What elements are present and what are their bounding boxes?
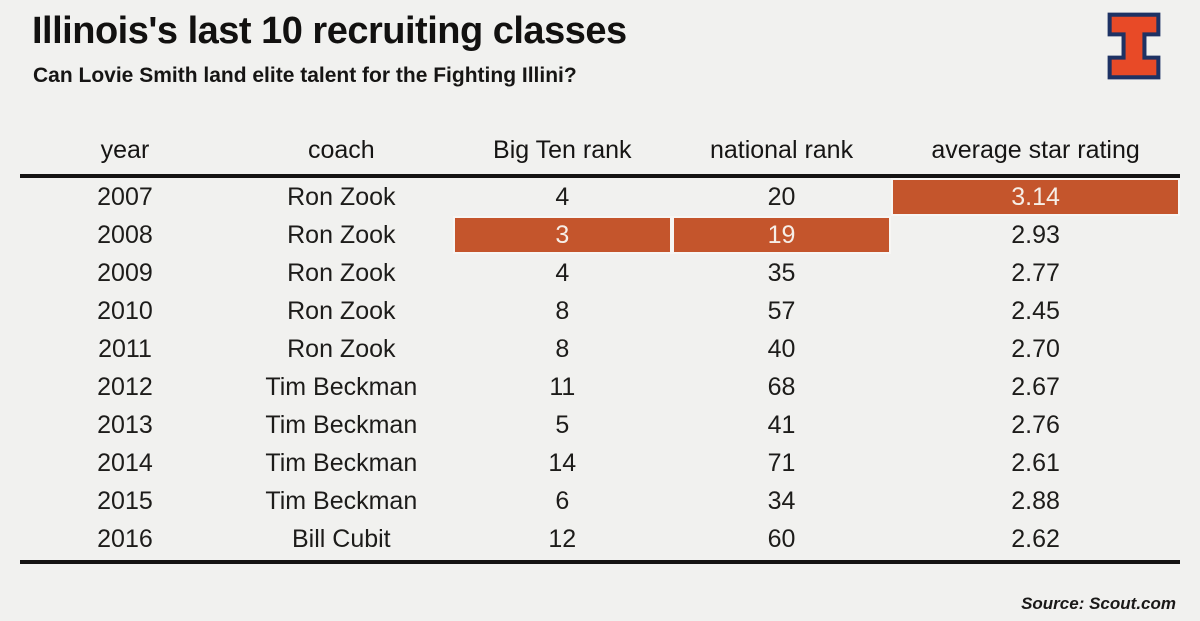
cell-coach: Tim Beckman xyxy=(265,486,418,515)
cell-avg-star-rating: 2.70 xyxy=(1011,334,1060,363)
table-row: 2010 Ron Zook 8 57 2.45 xyxy=(20,292,1180,330)
cell-year: 2009 xyxy=(97,258,153,287)
cell-national-rank: 20 xyxy=(767,182,796,211)
cell-year: 2015 xyxy=(97,486,153,515)
table-row: 2008 Ron Zook 3 19 2.93 xyxy=(20,216,1180,254)
column-header-coach: coach xyxy=(229,136,453,178)
cell-coach: Bill Cubit xyxy=(291,524,391,553)
cell-avg-star-rating: 2.76 xyxy=(1011,410,1060,439)
cell-avg-star-rating: 2.88 xyxy=(1011,486,1060,515)
cell-year: 2016 xyxy=(97,524,153,553)
cell-national-rank: 19 xyxy=(671,216,892,254)
table-body: 2007 Ron Zook 4 20 3.14 2008 Ron Zook 3 19 2.93 20… xyxy=(20,178,1180,558)
cell-big-ten-rank: 4 xyxy=(555,182,570,211)
column-header-year: year xyxy=(20,136,230,178)
cell-national-rank: 34 xyxy=(767,486,796,515)
cell-big-ten-rank: 6 xyxy=(555,486,570,515)
recruiting-table: year coach Big Ten rank national rank av… xyxy=(20,136,1180,558)
recruiting-table-wrapper: year coach Big Ten rank national rank av… xyxy=(20,136,1180,564)
cell-coach: Tim Beckman xyxy=(265,372,418,401)
cell-national-rank: 40 xyxy=(767,334,796,363)
column-header-avg-star-rating: average star rating xyxy=(891,136,1180,178)
table-row: 2013 Tim Beckman 5 41 2.76 xyxy=(20,406,1180,444)
cell-national-rank: 41 xyxy=(767,410,796,439)
cell-national-rank: 60 xyxy=(767,524,796,553)
cell-coach: Ron Zook xyxy=(287,220,396,249)
table-row: 2015 Tim Beckman 6 34 2.88 xyxy=(20,482,1180,520)
cell-avg-star-rating: 2.45 xyxy=(1011,296,1060,325)
cell-big-ten-rank: 8 xyxy=(555,334,570,363)
cell-national-rank: 71 xyxy=(767,448,796,477)
cell-year: 2011 xyxy=(98,334,152,363)
table-bottom-rule xyxy=(20,560,1180,564)
table-row: 2012 Tim Beckman 11 68 2.67 xyxy=(20,368,1180,406)
cell-big-ten-rank: 12 xyxy=(548,524,577,553)
cell-year: 2007 xyxy=(97,182,153,211)
cell-national-rank: 68 xyxy=(767,372,796,401)
cell-coach: Ron Zook xyxy=(287,296,396,325)
table-header: year coach Big Ten rank national rank av… xyxy=(20,136,1180,178)
cell-year: 2014 xyxy=(97,448,153,477)
cell-big-ten-rank: 14 xyxy=(548,448,577,477)
cell-big-ten-rank: 4 xyxy=(555,258,570,287)
source-attribution: Source: Scout.com xyxy=(1021,594,1176,613)
cell-coach: Tim Beckman xyxy=(265,410,418,439)
table-row: 2014 Tim Beckman 14 71 2.61 xyxy=(20,444,1180,482)
cell-avg-star-rating: 3.14 xyxy=(891,178,1180,216)
cell-coach: Ron Zook xyxy=(287,182,396,211)
table-row: 2011 Ron Zook 8 40 2.70 xyxy=(20,330,1180,368)
cell-coach: Ron Zook xyxy=(287,258,396,287)
table-header-row: year coach Big Ten rank national rank av… xyxy=(20,136,1180,178)
cell-big-ten-rank: 8 xyxy=(555,296,570,325)
cell-avg-star-rating: 2.61 xyxy=(1011,448,1060,477)
page-title: Illinois's last 10 recruiting classes xyxy=(32,10,627,52)
cell-coach: Ron Zook xyxy=(287,334,396,363)
cell-coach: Tim Beckman xyxy=(265,448,418,477)
cell-big-ten-rank: 5 xyxy=(555,410,570,439)
table-row: 2016 Bill Cubit 12 60 2.62 xyxy=(20,520,1180,558)
page-subtitle: Can Lovie Smith land elite talent for th… xyxy=(33,64,577,87)
cell-year: 2013 xyxy=(97,410,153,439)
cell-national-rank: 57 xyxy=(767,296,796,325)
cell-year: 2010 xyxy=(97,296,153,325)
cell-avg-star-rating: 2.93 xyxy=(1011,220,1060,249)
cell-big-ten-rank: 11 xyxy=(549,372,576,401)
cell-year: 2012 xyxy=(97,372,153,401)
block-i-icon xyxy=(1107,12,1161,80)
column-header-big-ten-rank: Big Ten rank xyxy=(452,136,672,178)
cell-national-rank: 35 xyxy=(767,258,796,287)
illinois-block-i-logo xyxy=(1105,11,1163,81)
table-row: 2007 Ron Zook 4 20 3.14 xyxy=(20,178,1180,216)
column-header-national-rank: national rank xyxy=(671,136,892,178)
cell-year: 2008 xyxy=(97,220,153,249)
cell-big-ten-rank: 3 xyxy=(452,216,672,254)
cell-avg-star-rating: 2.62 xyxy=(1011,524,1060,553)
cell-avg-star-rating: 2.67 xyxy=(1011,372,1060,401)
cell-avg-star-rating: 2.77 xyxy=(1011,258,1060,287)
table-row: 2009 Ron Zook 4 35 2.77 xyxy=(20,254,1180,292)
